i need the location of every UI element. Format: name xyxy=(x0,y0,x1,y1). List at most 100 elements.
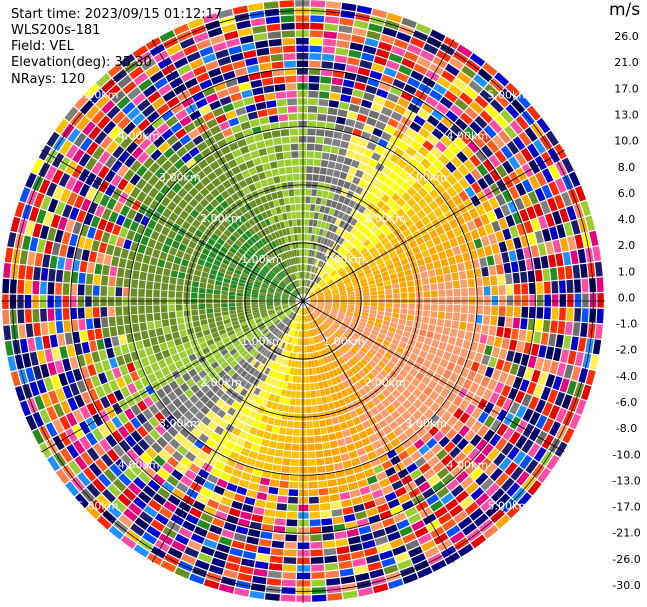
ppi-bin xyxy=(193,457,205,468)
ppi-bin xyxy=(340,297,348,300)
ppi-bin xyxy=(202,266,211,274)
ppi-bin xyxy=(309,303,316,307)
ppi-bin xyxy=(452,312,460,321)
ppi-bin xyxy=(452,226,462,237)
ppi-bin xyxy=(311,274,316,281)
ppi-bin xyxy=(338,25,353,34)
ppi-bin xyxy=(337,32,352,41)
ppi-bin xyxy=(317,317,323,323)
ppi-bin xyxy=(191,281,199,288)
ppi-bin xyxy=(111,188,123,201)
ppi-bin xyxy=(256,213,264,222)
ppi-bin xyxy=(355,186,364,195)
ppi-bin xyxy=(66,245,76,259)
ppi-bin xyxy=(168,363,177,373)
ppi-bin xyxy=(388,171,399,181)
ppi-bin xyxy=(262,516,275,525)
ppi-bin xyxy=(155,266,164,275)
ppi-bin xyxy=(307,257,311,264)
ppi-bin xyxy=(238,347,246,355)
ppi-bin xyxy=(577,248,587,264)
ppi-bin xyxy=(408,546,423,558)
ppi-bin xyxy=(381,398,391,408)
ring-label: 5.00km xyxy=(488,89,530,102)
ppi-bin xyxy=(58,156,71,172)
ppi-bin xyxy=(236,289,244,294)
ppi-bin xyxy=(281,136,290,144)
ppi-bin xyxy=(166,402,177,413)
ppi-bin xyxy=(327,479,338,487)
ppi-bin xyxy=(137,118,151,132)
ppi-bin xyxy=(503,262,512,274)
ppi-bin xyxy=(318,381,324,389)
ppi-bin xyxy=(402,389,412,399)
ppi-bin xyxy=(22,353,32,368)
ppi-bin xyxy=(286,367,291,375)
ppi-bin xyxy=(374,242,383,250)
ppi-bin xyxy=(457,438,469,451)
ppi-bin xyxy=(401,203,411,213)
ppi-bin xyxy=(310,330,314,337)
ppi-bin xyxy=(432,56,448,69)
ppi-bin xyxy=(188,368,198,378)
ppi-bin xyxy=(297,288,301,295)
ppi-bin xyxy=(290,282,296,289)
ppi-bin xyxy=(266,100,277,108)
ppi-bin xyxy=(494,72,510,87)
ppi-bin xyxy=(329,362,335,370)
ppi-bin xyxy=(345,206,353,215)
ppi-bin xyxy=(231,320,239,326)
ppi-bin xyxy=(37,350,47,365)
ppi-bin xyxy=(211,404,221,414)
ppi-bin xyxy=(259,308,267,312)
ppi-bin xyxy=(292,281,297,288)
ppi-bin xyxy=(436,448,448,461)
ppi-bin xyxy=(210,492,223,503)
ppi-bin xyxy=(334,263,341,270)
ppi-bin xyxy=(268,563,283,571)
ppi-bin xyxy=(414,456,427,468)
ppi-bin xyxy=(385,466,397,477)
ppi-bin xyxy=(310,298,317,300)
ppi-bin xyxy=(220,576,236,587)
ppi-bin xyxy=(32,223,43,238)
ppi-bin xyxy=(219,121,230,131)
ppi-bin xyxy=(309,511,321,519)
ppi-bin xyxy=(444,90,458,103)
ppi-bin xyxy=(256,276,264,282)
ppi-bin xyxy=(154,274,162,283)
ppi-bin xyxy=(162,349,171,359)
ppi-bin xyxy=(252,350,259,358)
ppi-bin xyxy=(527,191,539,205)
ppi-bin xyxy=(360,155,371,165)
ppi-bin xyxy=(399,369,408,378)
ppi-bin xyxy=(281,297,289,299)
ppi-bin xyxy=(169,318,177,326)
ppi-bin xyxy=(147,354,157,365)
ppi-bin xyxy=(325,298,332,301)
ppi-bin xyxy=(307,106,318,113)
ppi-bin xyxy=(167,547,183,559)
ppi-bin xyxy=(366,400,375,410)
ppi-bin xyxy=(364,327,372,333)
ppi-bin xyxy=(9,279,17,294)
ppi-bin xyxy=(323,274,330,281)
ppi-bin xyxy=(284,549,297,557)
ppi-bin xyxy=(111,416,123,429)
ppi-bin xyxy=(382,320,390,326)
ppi-bin xyxy=(343,197,351,206)
ppi-bin xyxy=(339,171,348,180)
ppi-bin xyxy=(266,585,281,594)
ppi-bin xyxy=(62,295,69,308)
ppi-bin xyxy=(552,376,563,391)
ppi-bin xyxy=(423,420,434,431)
ppi-bin xyxy=(368,514,381,524)
ppi-bin xyxy=(361,493,374,503)
ppi-bin xyxy=(108,525,124,540)
ppi-bin xyxy=(241,42,256,52)
ppi-bin xyxy=(285,390,292,398)
ring-label: 2.00km xyxy=(364,212,406,225)
ppi-bin xyxy=(217,8,233,19)
ppi-bin xyxy=(483,173,495,186)
